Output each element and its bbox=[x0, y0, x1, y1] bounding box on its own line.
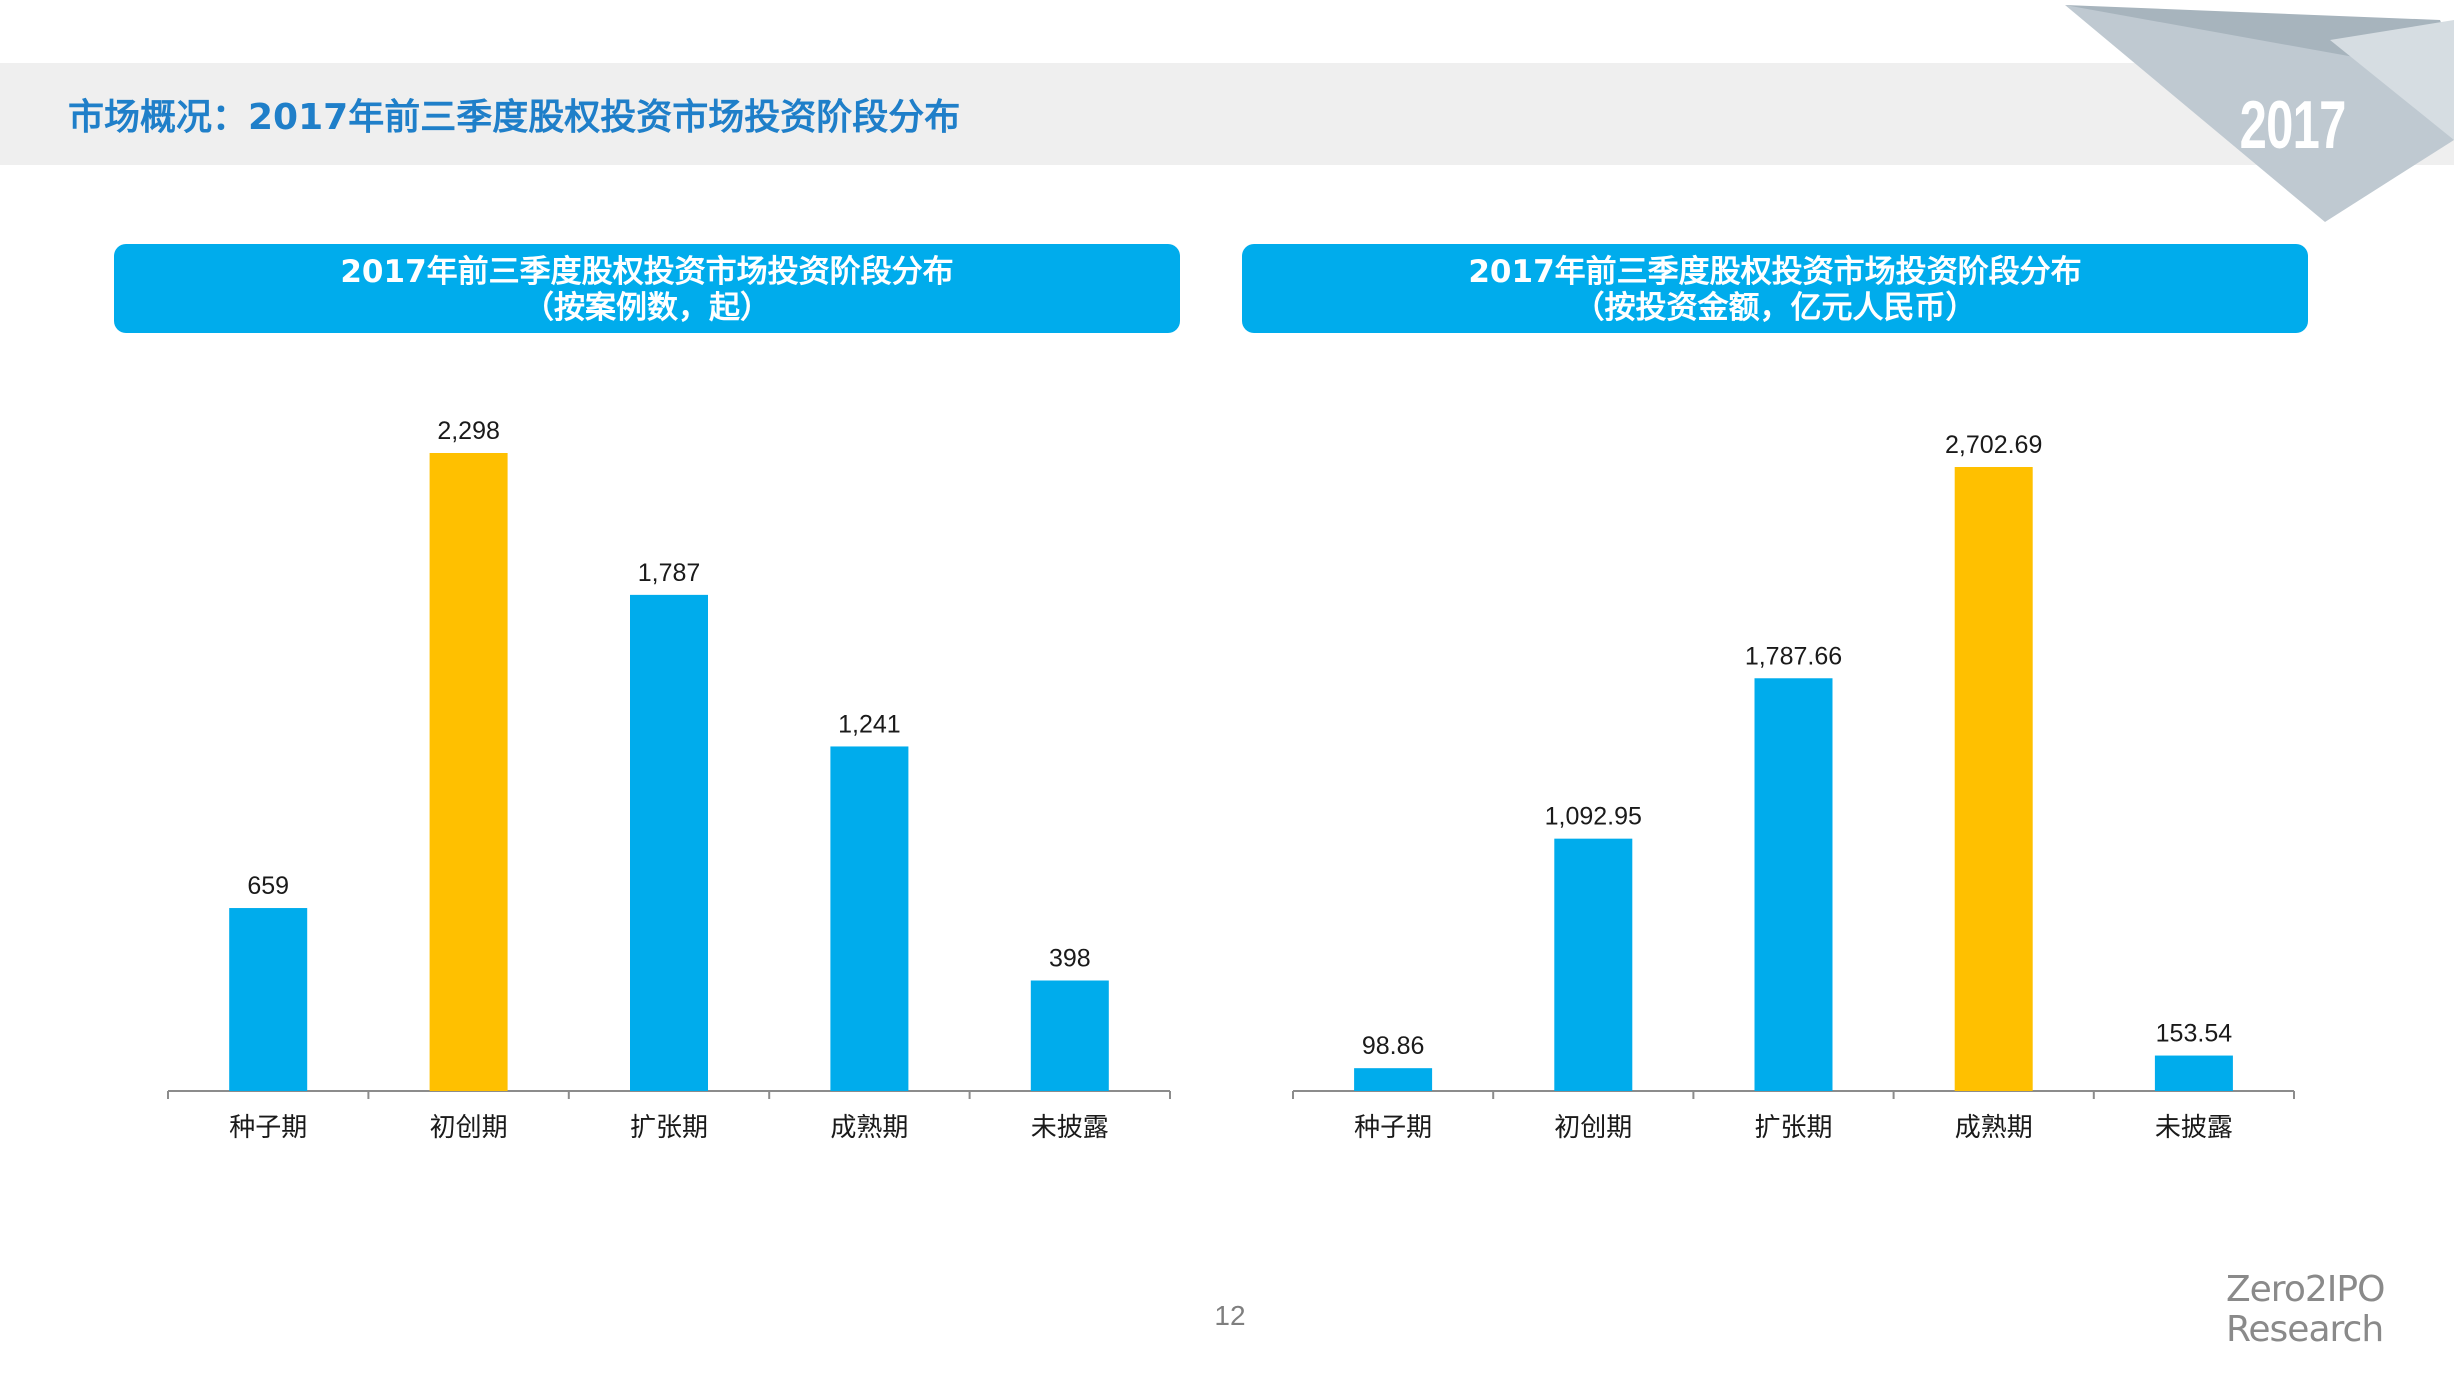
chart-1-category-label: 未披露 bbox=[1031, 1113, 1109, 1143]
chart-1-category-label: 成熟期 bbox=[830, 1113, 908, 1143]
chart-1-bar bbox=[229, 908, 308, 1091]
chart-1-header: 2017年前三季度股权投资市场投资阶段分布 （按案例数，起） bbox=[114, 244, 1180, 333]
chart-2-category-label: 扩张期 bbox=[1754, 1113, 1832, 1143]
brand-line-2: Research bbox=[2226, 1309, 2384, 1350]
chart-1-data-label: 1,787 bbox=[638, 559, 701, 587]
corner-shape-pale bbox=[2330, 20, 2454, 140]
page-number: 12 bbox=[1214, 1300, 1246, 1331]
header-band bbox=[0, 63, 2454, 165]
brand-line-1: Zero2IPO bbox=[2226, 1269, 2385, 1310]
chart-2-header: 2017年前三季度股权投资市场投资阶段分布 （按投资金额，亿元人民币） bbox=[1242, 244, 2308, 333]
chart-2-data-label: 1,092.95 bbox=[1545, 803, 1642, 831]
chart-2-category-label: 成熟期 bbox=[1955, 1113, 2033, 1143]
chart-1-category-label: 种子期 bbox=[229, 1113, 307, 1143]
chart-1-data-label: 398 bbox=[1049, 945, 1091, 973]
chart-1-bar bbox=[830, 746, 909, 1091]
chart-1-data-label: 2,298 bbox=[437, 417, 500, 445]
chart-2-category-label: 未披露 bbox=[2155, 1113, 2233, 1143]
chart-2-bar bbox=[1354, 1068, 1433, 1091]
chart-1-title: 2017年前三季度股权投资市场投资阶段分布 bbox=[340, 254, 954, 290]
chart-1-category-label: 初创期 bbox=[430, 1113, 508, 1143]
chart-1-category-label: 扩张期 bbox=[630, 1113, 708, 1143]
chart-1-data-label: 659 bbox=[247, 872, 289, 900]
chart-1-bar bbox=[630, 594, 708, 1091]
chart-1-bar bbox=[1030, 980, 1109, 1091]
chart-2-subtitle: （按投资金额，亿元人民币） bbox=[1573, 290, 1977, 326]
chart-2-data-label: 1,787.66 bbox=[1745, 642, 1842, 670]
chart-2-bar bbox=[1954, 467, 2033, 1091]
chart-1-bar bbox=[429, 453, 508, 1091]
corner-decoration bbox=[2065, 5, 2454, 222]
chart-2-bar bbox=[1754, 678, 1833, 1091]
chart-2-data-label: 2,702.69 bbox=[1945, 431, 2042, 459]
year-badge: 2017 bbox=[2239, 87, 2347, 163]
brand-logo: Zero2IPO Research bbox=[2226, 1269, 2385, 1350]
page-title: 市场概况：2017年前三季度股权投资市场投资阶段分布 bbox=[68, 97, 961, 138]
chart-2-bar bbox=[2154, 1055, 2233, 1091]
chart-2-category-label: 初创期 bbox=[1554, 1113, 1632, 1143]
chart-2-title: 2017年前三季度股权投资市场投资阶段分布 bbox=[1468, 254, 2082, 290]
chart-2-bar bbox=[1554, 838, 1633, 1091]
chart-1-data-label: 1,241 bbox=[838, 710, 901, 738]
chart-2-category-label: 种子期 bbox=[1354, 1113, 1432, 1143]
chart-2-data-label: 98.86 bbox=[1362, 1032, 1425, 1060]
chart-1-subtitle: （按案例数，起） bbox=[523, 290, 771, 326]
chart-2-data-label: 153.54 bbox=[2156, 1020, 2233, 1048]
